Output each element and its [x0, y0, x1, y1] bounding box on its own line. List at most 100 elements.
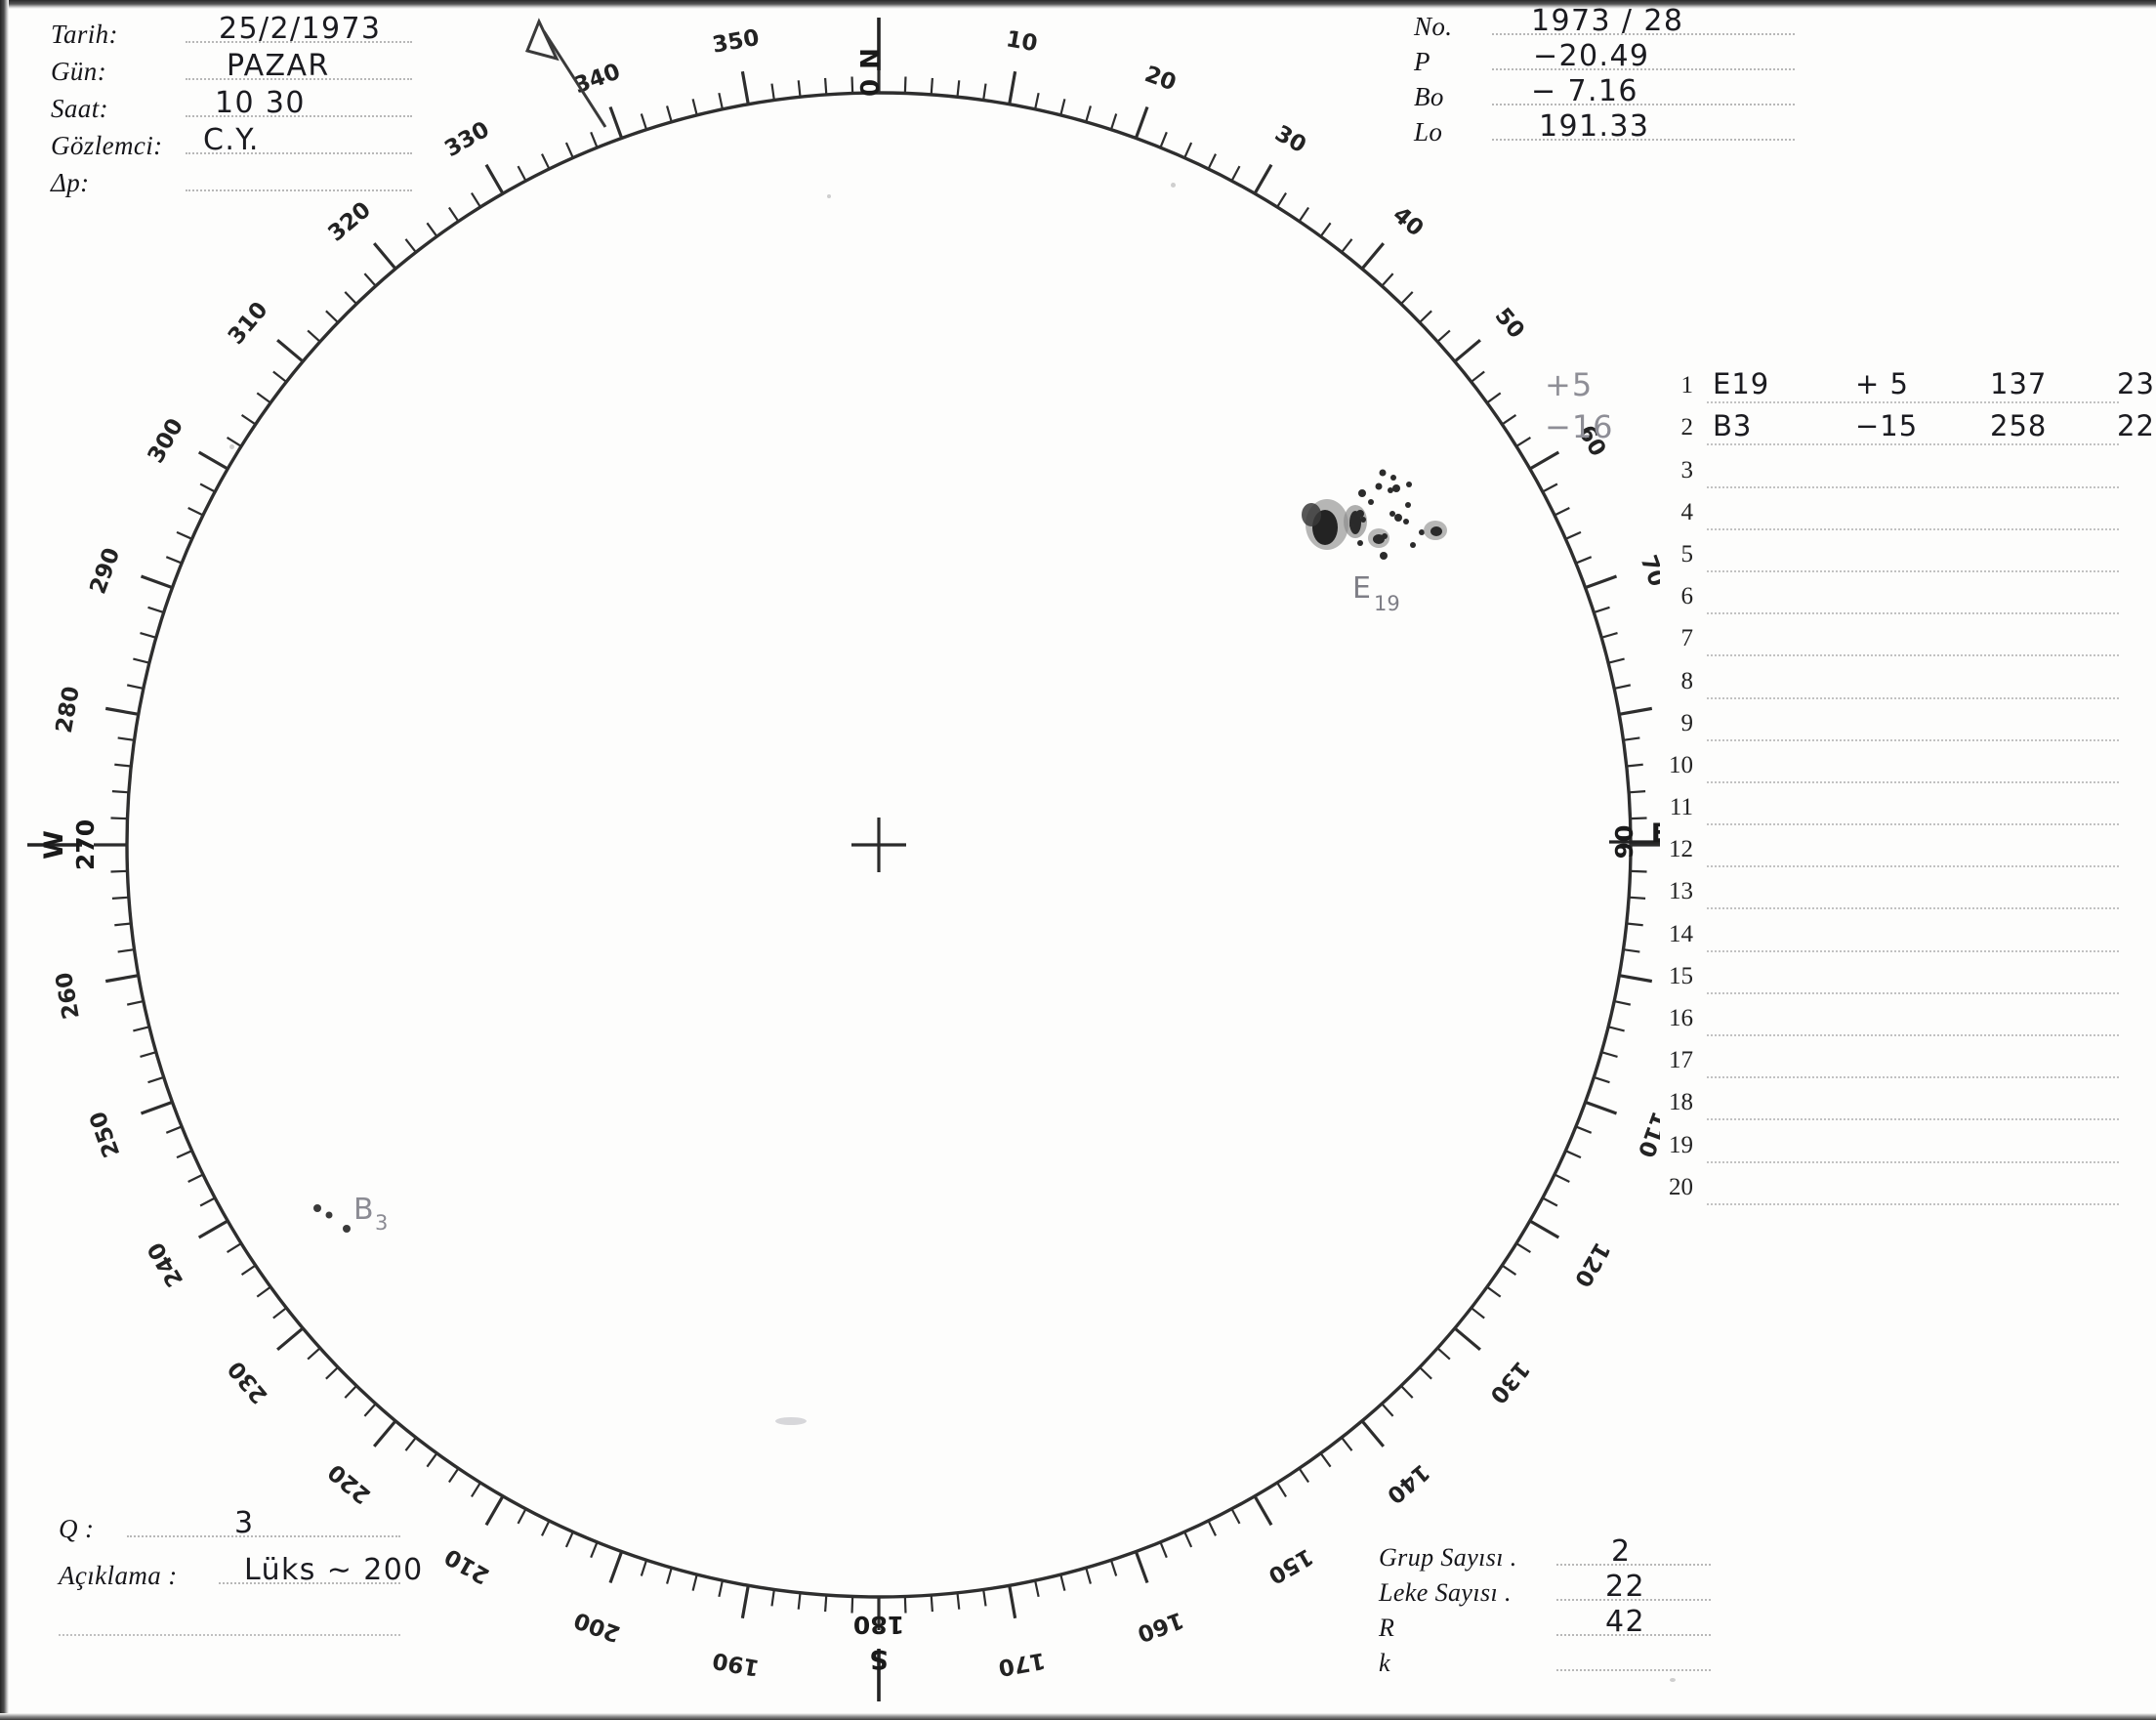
group-row-index: 19	[1669, 1131, 1693, 1158]
cardinal-label-east: E	[1651, 818, 1660, 849]
solar-disk-svg: 1020304050607080100110120130140150160170…	[27, 18, 1660, 1701]
degree-label-210: 210	[440, 1543, 494, 1589]
degree-label-280: 280	[52, 685, 85, 735]
field-no-label: No.	[1414, 12, 1453, 41]
field-day[interactable]: Gün: PAZAR	[51, 49, 412, 94]
group-row[interactable]: −16 2 B3 −15 258 22	[1545, 403, 2154, 446]
field-day-value: PAZAR	[227, 49, 330, 83]
group-row-rule	[1707, 457, 2119, 488]
group-row[interactable]: +5 1 E19 + 5 137 23	[1545, 361, 2154, 404]
solar-parameters-block: No. 1973 / 28 P −20.49 Bo − 7.16 Lo 191.…	[1414, 4, 1795, 152]
group-row[interactable]: 20	[1660, 1163, 2119, 1205]
cardinal-degree-south: 180	[853, 1611, 904, 1639]
group-row[interactable]: 5	[1660, 530, 2119, 572]
field-note[interactable]: Açıklama : Lüks ∼ 200	[59, 1553, 422, 1608]
degree-label-190: 190	[711, 1647, 762, 1680]
degree-labels: 1020304050607080100110120130140150160170…	[52, 25, 1660, 1680]
cardinal-degree-west: 270	[71, 819, 100, 870]
degree-label-310: 310	[224, 297, 273, 349]
field-b0[interactable]: Bo − 7.16	[1414, 74, 1795, 117]
field-time[interactable]: Saat: 10 30	[51, 86, 412, 131]
group-row[interactable]: 7	[1660, 614, 2119, 657]
field-group-count-label: Grup Sayısı .	[1379, 1543, 1517, 1572]
paper-speck	[1171, 183, 1176, 188]
group-row[interactable]: 19	[1660, 1120, 2119, 1163]
field-quality-value: 3	[234, 1506, 255, 1540]
group-row-rule: E19 + 5 137 23	[1707, 367, 2154, 404]
paper-speck	[229, 444, 234, 449]
field-p-angle[interactable]: P −20.49	[1414, 39, 1795, 82]
group-row[interactable]: 13	[1660, 867, 2119, 910]
field-delta-p[interactable]: Δp:	[51, 168, 412, 205]
group-row-index: 11	[1669, 794, 1693, 821]
degree-label-70: 70	[1635, 552, 1660, 590]
degree-label-30: 30	[1270, 121, 1310, 159]
field-no[interactable]: No. 1973 / 28	[1414, 4, 1795, 47]
group-row[interactable]: 3	[1660, 445, 2119, 488]
degree-label-300: 300	[144, 414, 189, 468]
field-k-factor[interactable]: k	[1379, 1649, 1711, 1684]
group-row-rule	[1707, 625, 2119, 657]
group-row[interactable]: 6	[1660, 572, 2119, 615]
field-group-count-value: 2	[1611, 1534, 1632, 1569]
degree-label-160: 160	[1134, 1607, 1186, 1647]
degree-label-140: 140	[1382, 1458, 1433, 1508]
field-r-number[interactable]: R 42	[1379, 1605, 1711, 1649]
field-delta-p-label: Δp:	[51, 168, 90, 197]
group-cell-longitude: 258	[1990, 409, 2048, 443]
field-k-factor-label: k	[1379, 1649, 1390, 1677]
field-k-factor-rule	[1556, 1668, 1711, 1671]
group-row[interactable]: 18	[1660, 1078, 2119, 1121]
field-b0-value: − 7.16	[1531, 74, 1638, 108]
sunspot-label-b3-sub: 3	[375, 1211, 388, 1235]
field-observer[interactable]: Gözlemci: C.Y.	[51, 123, 412, 168]
group-row[interactable]: 8	[1660, 656, 2119, 699]
field-r-number-label: R	[1379, 1614, 1395, 1642]
field-note-label: Açıklama :	[59, 1561, 178, 1590]
group-row-index: 10	[1669, 751, 1693, 778]
field-note-extra-rule[interactable]	[59, 1633, 400, 1636]
group-row-rule	[1707, 583, 2119, 615]
group-row-rule	[1707, 921, 2119, 952]
group-row[interactable]: 17	[1660, 1036, 2119, 1079]
solar-limb-circle	[125, 91, 1633, 1599]
group-row[interactable]: 16	[1660, 994, 2119, 1036]
summary-counts-block: Grup Sayısı . 2 Leke Sayısı . 22 R 42 k	[1379, 1534, 1711, 1684]
field-date-label: Tarih:	[51, 20, 118, 49]
degree-label-170: 170	[996, 1647, 1047, 1680]
field-day-label: Gün:	[51, 57, 107, 86]
group-row[interactable]: 9	[1660, 699, 2119, 741]
group-row[interactable]: 14	[1660, 909, 2119, 952]
paper-speck	[827, 194, 831, 198]
field-quality[interactable]: Q : 3	[59, 1506, 400, 1561]
group-row-rule	[1707, 668, 2119, 699]
rotation-axis-pointer	[524, 18, 607, 128]
field-r-number-value: 42	[1605, 1605, 1645, 1639]
sunspot-label-b3-letter: B	[353, 1193, 374, 1227]
group-row[interactable]: 12	[1660, 825, 2119, 868]
field-l0[interactable]: Lo 191.33	[1414, 109, 1795, 152]
cardinal-label-west: W	[39, 830, 69, 860]
group-row-index: 9	[1680, 709, 1694, 736]
sunspot-label-e19-sub: 19	[1374, 592, 1400, 615]
group-row-rule	[1707, 499, 2119, 530]
group-row-rule: B3 −15 258 22	[1707, 409, 2154, 446]
field-observer-label: Gözlemci:	[51, 131, 163, 160]
degree-label-150: 150	[1264, 1543, 1317, 1589]
field-no-value: 1973 / 28	[1531, 4, 1684, 38]
degree-label-200: 200	[571, 1607, 624, 1647]
group-row[interactable]: 4	[1660, 488, 2119, 530]
group-row-index: 3	[1680, 456, 1694, 483]
group-row[interactable]: 15	[1660, 952, 2119, 994]
field-group-count[interactable]: Grup Sayısı . 2	[1379, 1534, 1711, 1578]
degree-label-110: 110	[1633, 1108, 1660, 1160]
group-row[interactable]: 11	[1660, 783, 2119, 826]
group-row[interactable]: 10	[1660, 741, 2119, 783]
group-row-rule	[1707, 878, 2119, 910]
field-date[interactable]: Tarih: 25/2/1973	[51, 12, 412, 57]
degree-label-350: 350	[711, 25, 762, 59]
observation-metadata-block: Tarih: 25/2/1973 Gün: PAZAR Saat: 10 30 …	[51, 12, 412, 205]
field-spot-count[interactable]: Leke Sayısı . 22	[1379, 1570, 1711, 1614]
field-b0-label: Bo	[1414, 82, 1444, 111]
group-row-rule	[1707, 541, 2119, 572]
